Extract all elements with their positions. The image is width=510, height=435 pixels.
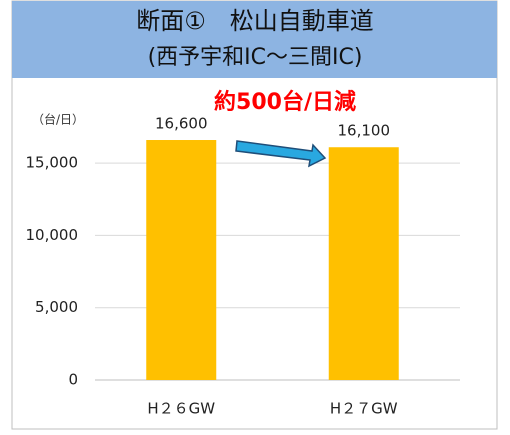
bar (146, 140, 217, 380)
y-tick-label: 15,000 (26, 154, 79, 172)
value-label: 16,600 (155, 115, 208, 133)
unit-label: （台/日） (32, 112, 84, 127)
chart-subtitle: (西予宇和IC〜三間IC) (148, 45, 363, 70)
value-label: 16,100 (338, 122, 391, 140)
y-tick-label: 5,000 (35, 298, 78, 316)
x-tick-label: H２６GW (147, 400, 215, 418)
y-tick-label: 10,000 (26, 226, 79, 244)
header (12, 1, 497, 78)
chart-title: 断面① 松山自動車道 (136, 7, 374, 35)
y-tick-label: 0 (68, 371, 78, 389)
bar (328, 147, 399, 380)
arrow (235, 140, 327, 168)
annotation: 約500台/日減 (214, 89, 356, 115)
x-tick-label: H２７GW (330, 400, 398, 418)
